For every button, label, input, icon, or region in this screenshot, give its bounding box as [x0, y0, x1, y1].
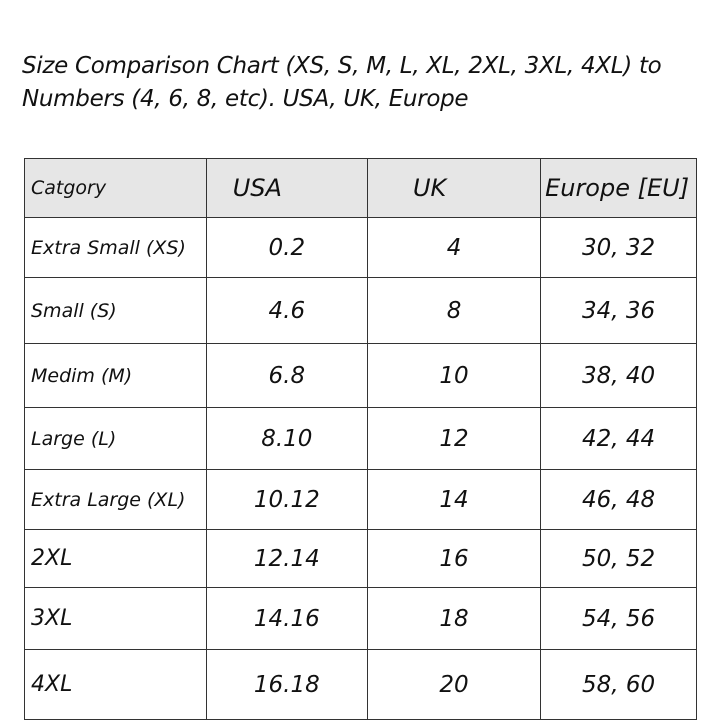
header-category: Catgory	[24, 158, 207, 218]
cell-europe: 58, 60	[540, 649, 697, 720]
cell-usa: 14.16	[205, 587, 368, 650]
header-europe: Europe [EU]	[540, 158, 697, 218]
cell-uk: 12	[366, 407, 542, 470]
cell-uk: 8	[366, 277, 542, 344]
cell-category: 4XL	[24, 649, 207, 720]
cell-category: 3XL	[24, 587, 207, 650]
cell-uk: 4	[366, 217, 542, 278]
chart-title: Size Comparison Chart (XS, S, M, L, XL, …	[22, 53, 662, 112]
cell-europe: 54, 56	[540, 587, 697, 650]
cell-europe: 46, 48	[540, 469, 697, 530]
cell-europe: 38, 40	[540, 343, 697, 408]
cell-usa: 6.8	[205, 343, 368, 408]
table-row: 3XL 14.16 18 54, 56	[24, 587, 697, 650]
table-row: Small (S) 4.6 8 34, 36	[24, 277, 697, 344]
table-row: Extra Large (XL) 10.12 14 46, 48	[24, 469, 697, 530]
table-row: Large (L) 8.10 12 42, 44	[24, 407, 697, 470]
cell-category: Small (S)	[24, 277, 207, 344]
header-row: Catgory USA UK Europe [EU]	[24, 158, 697, 218]
cell-europe: 30, 32	[540, 217, 697, 278]
header-usa: USA	[205, 158, 368, 218]
table-row: Medim (M) 6.8 10 38, 40	[24, 343, 697, 408]
cell-uk: 16	[366, 529, 542, 588]
cell-category: Large (L)	[24, 407, 207, 470]
cell-usa: 12.14	[205, 529, 368, 588]
cell-usa: 4.6	[205, 277, 368, 344]
table-row: 2XL 12.14 16 50, 52	[24, 529, 697, 588]
cell-europe: 50, 52	[540, 529, 697, 588]
cell-usa: 8.10	[205, 407, 368, 470]
cell-category: Extra Small (XS)	[24, 217, 207, 278]
cell-uk: 10	[366, 343, 542, 408]
cell-uk: 14	[366, 469, 542, 530]
table-row: 4XL 16.18 20 58, 60	[24, 649, 697, 720]
table-row: Extra Small (XS) 0.2 4 30, 32	[24, 217, 697, 278]
cell-usa: 10.12	[205, 469, 368, 530]
cell-uk: 20	[366, 649, 542, 720]
cell-category: Medim (M)	[24, 343, 207, 408]
cell-category: 2XL	[24, 529, 207, 588]
size-table: Catgory USA UK Europe [EU] Extra Small (…	[24, 158, 697, 720]
header-uk: UK	[366, 158, 542, 218]
cell-usa: 0.2	[205, 217, 368, 278]
cell-usa: 16.18	[205, 649, 368, 720]
cell-europe: 34, 36	[540, 277, 697, 344]
cell-europe: 42, 44	[540, 407, 697, 470]
cell-uk: 18	[366, 587, 542, 650]
cell-category: Extra Large (XL)	[24, 469, 207, 530]
